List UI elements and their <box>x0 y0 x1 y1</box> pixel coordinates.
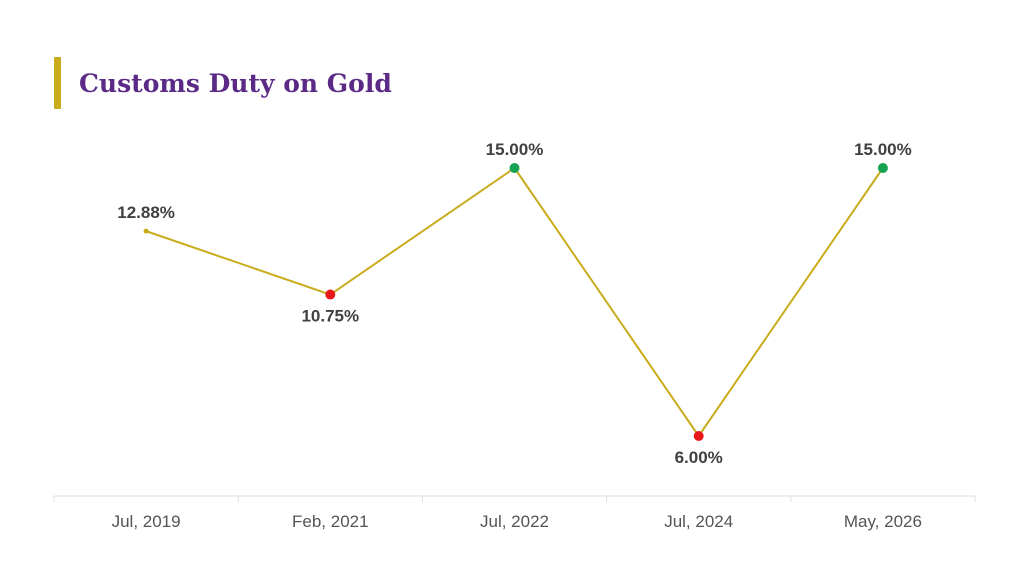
series-line <box>145 167 884 437</box>
x-tick-label: Jul, 2024 <box>664 512 733 531</box>
x-tick-label: Jul, 2019 <box>112 512 181 531</box>
title-block: Customs Duty on Gold <box>54 57 392 109</box>
x-tick-label: May, 2026 <box>844 512 922 531</box>
x-tick-label: Feb, 2021 <box>292 512 369 531</box>
x-tick-label: Jul, 2022 <box>480 512 549 531</box>
chart-title: Customs Duty on Gold <box>79 68 392 98</box>
data-point-marker <box>143 228 149 234</box>
title-accent-bar <box>54 57 61 109</box>
data-label: 6.00% <box>675 448 723 467</box>
data-point-marker <box>509 163 520 173</box>
data-label: 10.75% <box>301 307 359 326</box>
data-point-marker <box>693 431 704 441</box>
data-label: 15.00% <box>854 140 912 159</box>
data-point-marker <box>877 163 888 173</box>
data-label: 12.88% <box>117 203 175 222</box>
data-label: 15.00% <box>486 140 544 159</box>
data-point-marker <box>325 289 336 300</box>
